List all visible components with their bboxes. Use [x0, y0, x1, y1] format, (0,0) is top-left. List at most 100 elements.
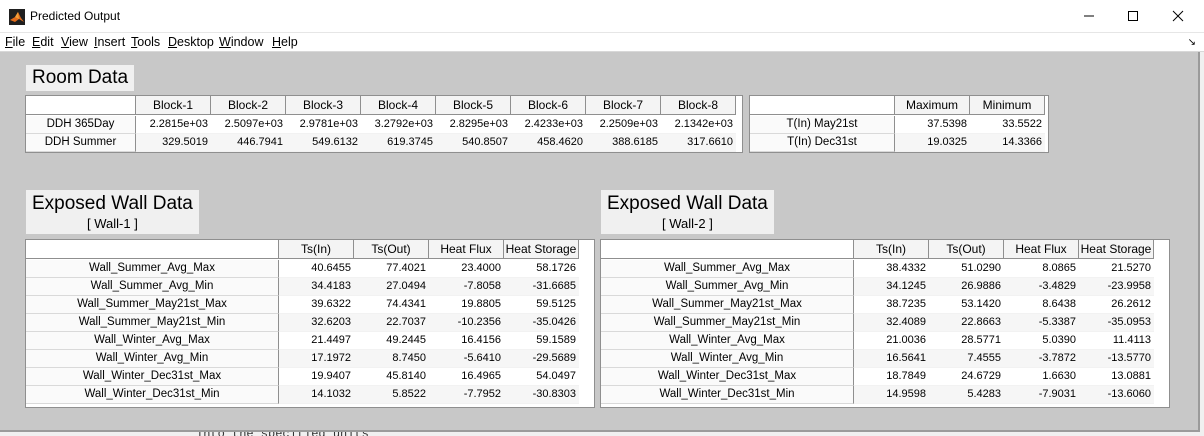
- table-cell[interactable]: 329.5019: [136, 134, 211, 152]
- table-row[interactable]: Wall_Summer_Avg_Min 34.4183 27.0494 -7.8058…: [26, 278, 579, 296]
- table-cell[interactable]: 49.2445: [354, 332, 429, 350]
- row-header[interactable]: Wall_Winter_Dec31st_Min: [601, 386, 854, 404]
- row-header[interactable]: Wall_Winter_Avg_Max: [601, 332, 854, 350]
- row-header[interactable]: DDH Summer: [26, 134, 136, 152]
- table-cell[interactable]: -5.6410: [429, 350, 504, 368]
- table-cell[interactable]: 21.5270: [1079, 260, 1154, 278]
- table-row[interactable]: Wall_Winter_Avg_Min 17.1972 8.7450 -5.6410-…: [26, 350, 579, 368]
- table-cell[interactable]: -7.7952: [429, 386, 504, 404]
- table-cell[interactable]: 16.5641: [854, 350, 929, 368]
- table-cell[interactable]: 19.0325: [895, 134, 970, 152]
- table-cell[interactable]: 388.6185: [586, 134, 661, 152]
- table-cell[interactable]: 5.4283: [929, 386, 1004, 404]
- table-cell[interactable]: 21.0036: [854, 332, 929, 350]
- table-cell[interactable]: 14.9598: [854, 386, 929, 404]
- table-cell[interactable]: 1.6630: [1004, 368, 1079, 386]
- column-header[interactable]: Heat Storage: [504, 240, 579, 258]
- table-cell[interactable]: 549.6132: [286, 134, 361, 152]
- row-header[interactable]: T(In) May21st: [750, 116, 895, 134]
- row-header[interactable]: Wall_Summer_May21st_Max: [601, 296, 854, 314]
- table-row[interactable]: Wall_Winter_Dec31st_Max 19.9407 45.8140 16.…: [26, 368, 579, 386]
- table-cell[interactable]: 2.1342e+03: [661, 116, 736, 134]
- table-cell[interactable]: 16.4156: [429, 332, 504, 350]
- table-row[interactable]: Wall_Summer_Avg_Max 38.4332 51.0290 8.0865 2…: [601, 260, 1154, 278]
- table-cell[interactable]: 7.4555: [929, 350, 1004, 368]
- table-cell[interactable]: -5.3387: [1004, 314, 1079, 332]
- menu-window[interactable]: Window: [219, 35, 264, 49]
- column-header[interactable]: Ts(In): [279, 240, 354, 258]
- table-cell[interactable]: 59.1589: [504, 332, 579, 350]
- table-cell[interactable]: 59.5125: [504, 296, 579, 314]
- table-cell[interactable]: 54.0497: [504, 368, 579, 386]
- table-cell[interactable]: -30.8303: [504, 386, 579, 404]
- table-cell[interactable]: -3.4829: [1004, 278, 1079, 296]
- table-cell[interactable]: 458.4620: [511, 134, 586, 152]
- table-cell[interactable]: 11.4113: [1079, 332, 1154, 350]
- menu-desktop[interactable]: Desktop: [168, 35, 214, 49]
- room-blocks-table[interactable]: Block-1 Block-2 Block-3 Block-4 Block-5 Block…: [25, 95, 743, 153]
- column-header[interactable]: Block-3: [286, 96, 361, 114]
- table-cell[interactable]: 27.0494: [354, 278, 429, 296]
- table-row[interactable]: Wall_Winter_Avg_Max 21.4497 49.2445 16.4156…: [26, 332, 579, 350]
- column-header[interactable]: Block-2: [211, 96, 286, 114]
- row-header[interactable]: Wall_Summer_Avg_Max: [601, 260, 854, 278]
- column-header[interactable]: Heat Flux: [429, 240, 504, 258]
- menu-file[interactable]: File: [5, 35, 26, 49]
- table-cell[interactable]: 18.7849: [854, 368, 929, 386]
- table-cell[interactable]: 58.1726: [504, 260, 579, 278]
- table-cell[interactable]: 2.2509e+03: [586, 116, 661, 134]
- table-row[interactable]: Wall_Summer_May21st_Min 32.6203 22.7037 -10…: [26, 314, 579, 332]
- row-header[interactable]: DDH 365Day: [26, 116, 136, 134]
- table-cell[interactable]: 74.4341: [354, 296, 429, 314]
- table-cell[interactable]: 34.4183: [279, 278, 354, 296]
- table-cell[interactable]: 16.4965: [429, 368, 504, 386]
- column-header[interactable]: Block-7: [586, 96, 661, 114]
- row-header[interactable]: Wall_Summer_Avg_Max: [26, 260, 279, 278]
- table-cell[interactable]: -13.6060: [1079, 386, 1154, 404]
- table-cell[interactable]: 540.8507: [436, 134, 511, 152]
- table-cell[interactable]: 2.9781e+03: [286, 116, 361, 134]
- column-header[interactable]: Block-1: [136, 96, 211, 114]
- table-cell[interactable]: 22.8663: [929, 314, 1004, 332]
- column-header[interactable]: Heat Flux: [1004, 240, 1079, 258]
- table-row[interactable]: Wall_Summer_May21st_Max 38.7235 53.1420 8.6…: [601, 296, 1154, 314]
- table-cell[interactable]: -3.7872: [1004, 350, 1079, 368]
- table-row[interactable]: Wall_Summer_Avg_Max 40.6455 77.4021 23.4000…: [26, 260, 579, 278]
- table-row[interactable]: Wall_Winter_Dec31st_Min 14.1032 5.8522 -7.7…: [26, 386, 579, 404]
- table-row[interactable]: Wall_Winter_Dec31st_Max 18.7849 24.6729 1.6…: [601, 368, 1154, 386]
- table-cell[interactable]: -29.5689: [504, 350, 579, 368]
- table-cell[interactable]: 8.0865: [1004, 260, 1079, 278]
- table-row[interactable]: T(In) Dec31st 19.0325 14.3366: [750, 134, 1045, 152]
- table-cell[interactable]: -10.2356: [429, 314, 504, 332]
- table-cell[interactable]: 2.5097e+03: [211, 116, 286, 134]
- table-cell[interactable]: 28.5771: [929, 332, 1004, 350]
- column-header[interactable]: Block-8: [661, 96, 736, 114]
- column-header[interactable]: Maximum: [895, 96, 970, 114]
- table-cell[interactable]: 8.6438: [1004, 296, 1079, 314]
- table-row[interactable]: Wall_Winter_Dec31st_Min 14.9598 5.4283 -7.9…: [601, 386, 1154, 404]
- table-cell[interactable]: 2.4233e+03: [511, 116, 586, 134]
- column-header[interactable]: Heat Storage: [1079, 240, 1154, 258]
- table-row[interactable]: DDH 365Day 2.2815e+03 2.5097e+03 2.9781e+03…: [26, 116, 736, 134]
- table-cell[interactable]: 21.4497: [279, 332, 354, 350]
- table-cell[interactable]: 317.6610: [661, 134, 736, 152]
- table-cell[interactable]: 13.0881: [1079, 368, 1154, 386]
- row-header[interactable]: Wall_Summer_May21st_Min: [601, 314, 854, 332]
- table-cell[interactable]: -23.9958: [1079, 278, 1154, 296]
- table-row[interactable]: Wall_Summer_May21st_Max 39.6322 74.4341 19.…: [26, 296, 579, 314]
- table-cell[interactable]: 8.7450: [354, 350, 429, 368]
- table-cell[interactable]: -13.5770: [1079, 350, 1154, 368]
- dock-arrow-icon[interactable]: ↘: [1187, 37, 1196, 48]
- table-cell[interactable]: 22.7037: [354, 314, 429, 332]
- table-cell[interactable]: 34.1245: [854, 278, 929, 296]
- table-cell[interactable]: 619.3745: [361, 134, 436, 152]
- row-header[interactable]: Wall_Winter_Dec31st_Min: [26, 386, 279, 404]
- table-row[interactable]: Wall_Winter_Avg_Max 21.0036 28.5771 5.0390 1…: [601, 332, 1154, 350]
- table-cell[interactable]: 19.8805: [429, 296, 504, 314]
- column-header[interactable]: Block-4: [361, 96, 436, 114]
- table-cell[interactable]: 77.4021: [354, 260, 429, 278]
- minimize-button[interactable]: [1066, 0, 1112, 32]
- column-header[interactable]: Minimum: [970, 96, 1045, 114]
- row-header[interactable]: Wall_Summer_Avg_Min: [26, 278, 279, 296]
- table-cell[interactable]: 17.1972: [279, 350, 354, 368]
